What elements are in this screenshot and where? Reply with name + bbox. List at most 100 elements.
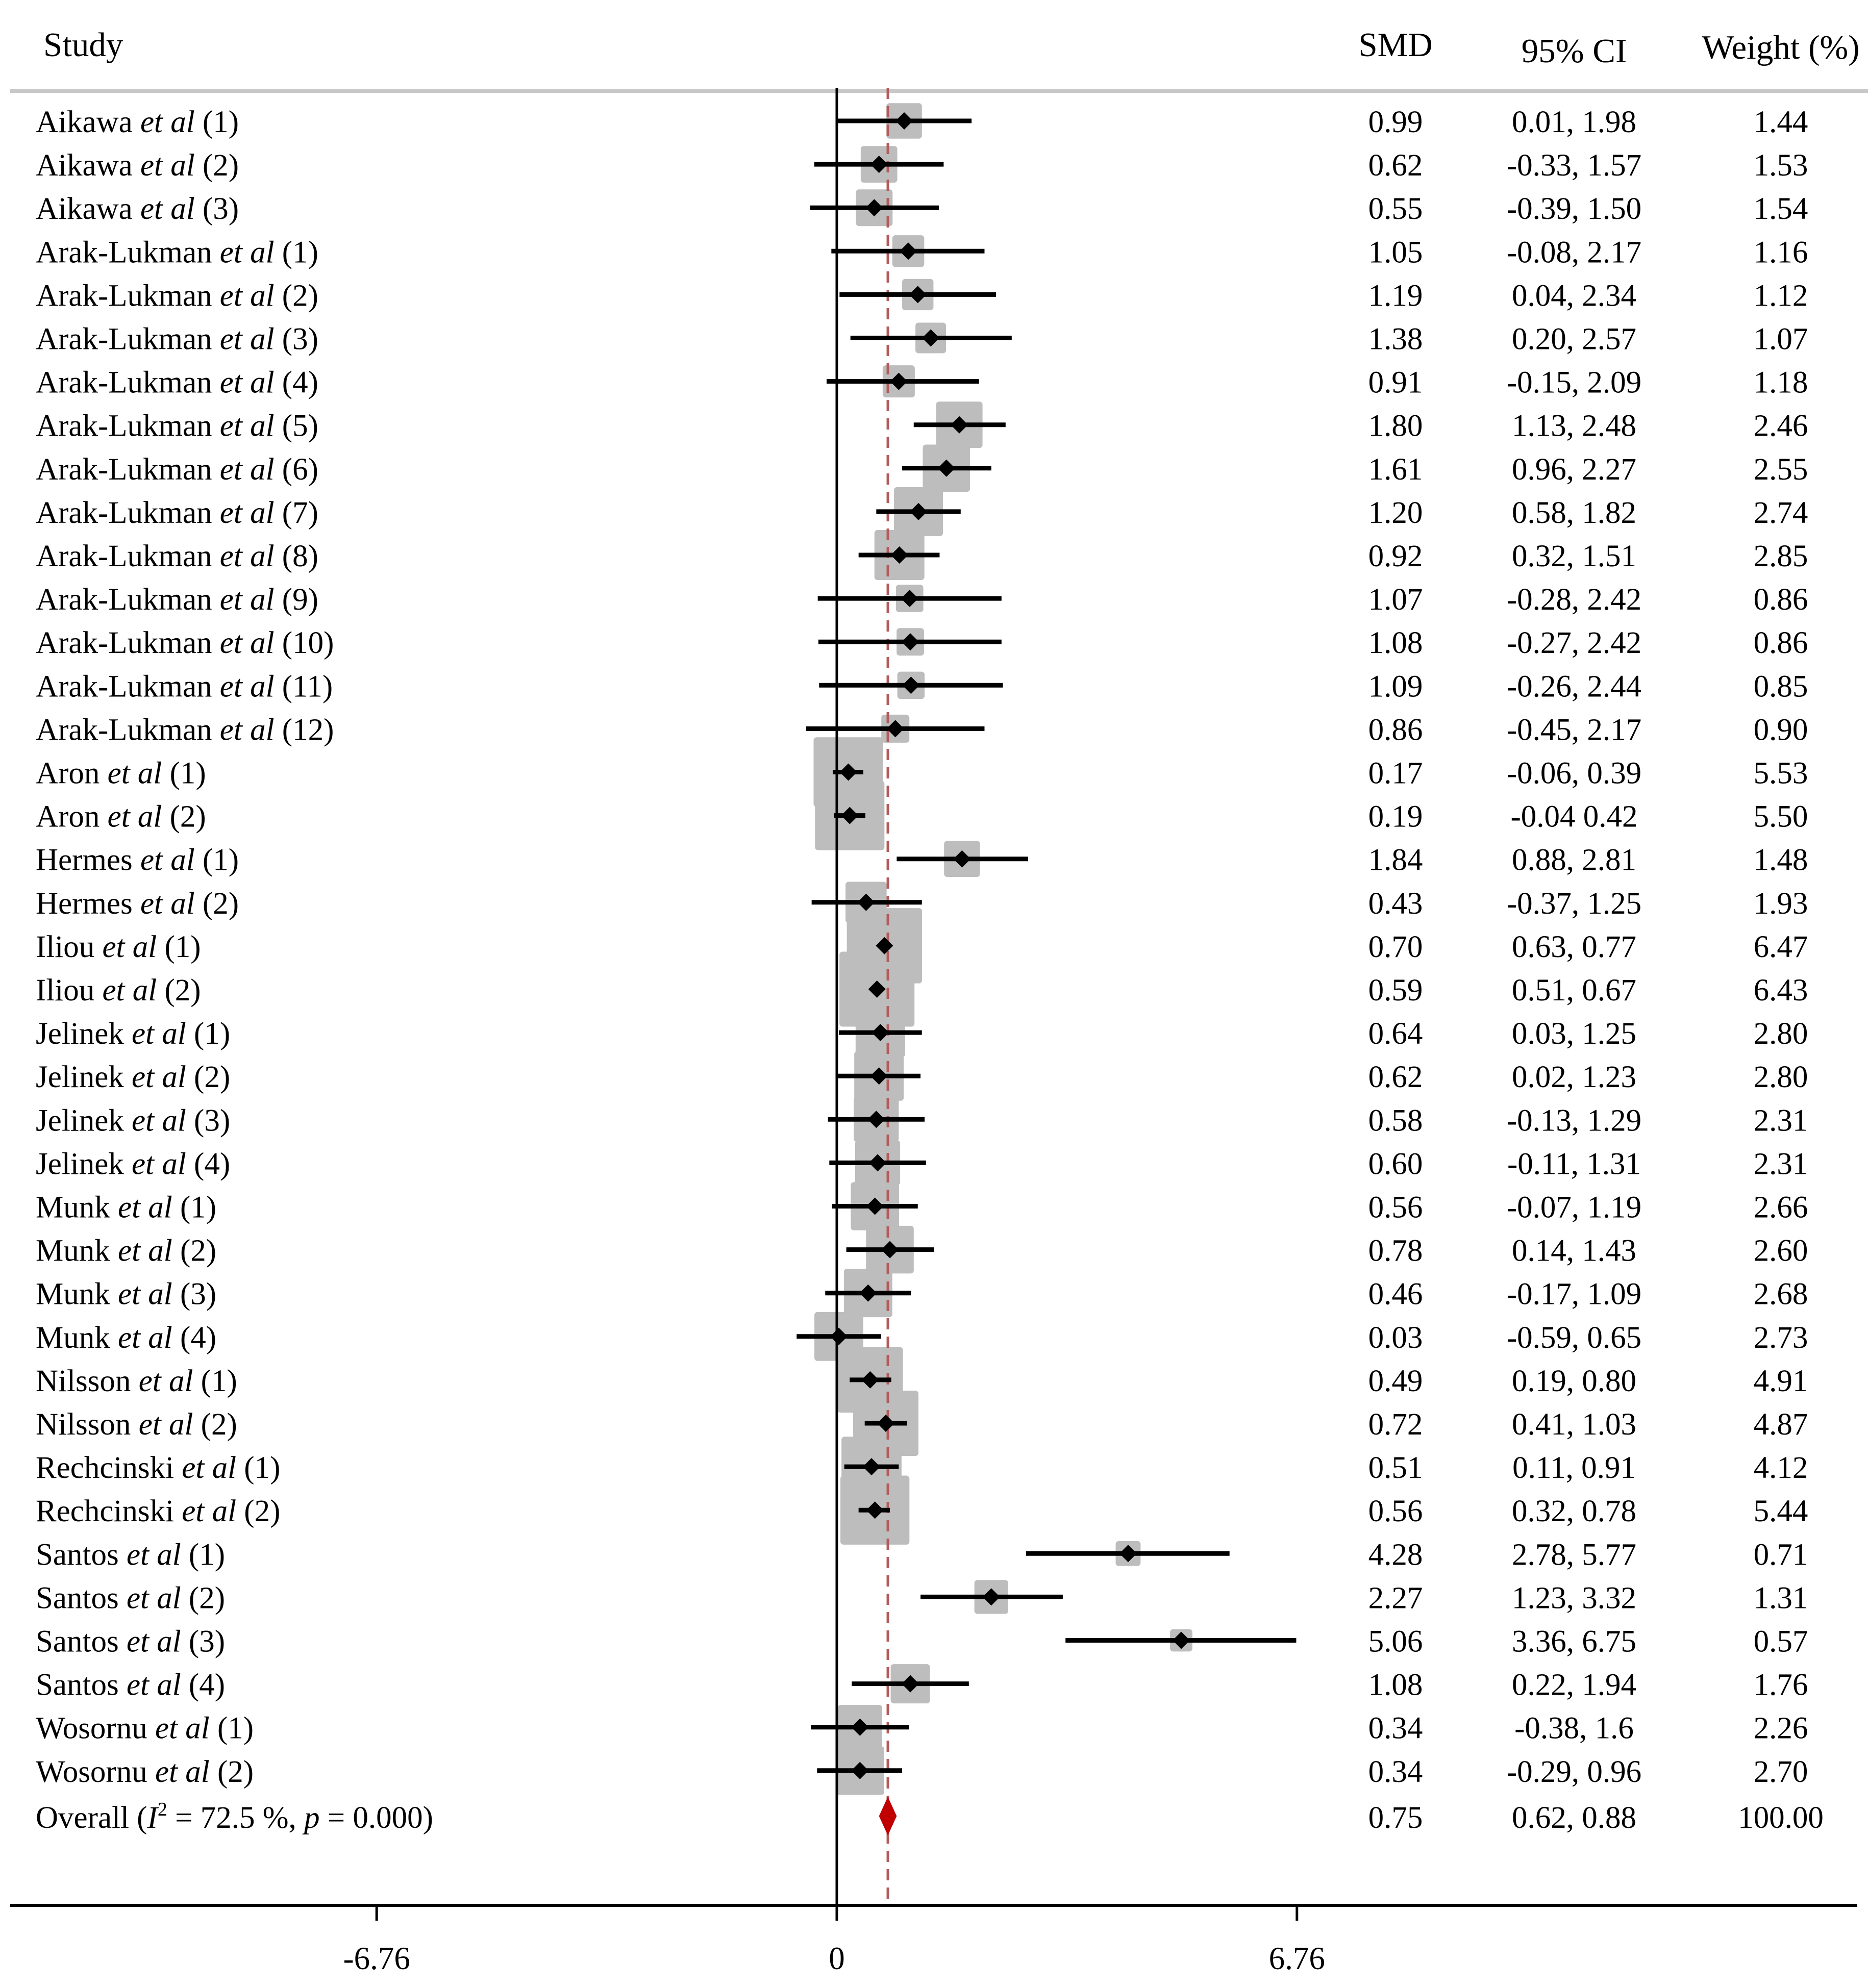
study-weight: 4.87: [1754, 1407, 1808, 1442]
study-smd: 1.61: [1368, 452, 1423, 487]
study-label: Jelinek et al (4): [36, 1147, 230, 1181]
study-weight: 1.07: [1754, 322, 1808, 357]
study-smd: 0.70: [1368, 930, 1423, 964]
study-label: Aikawa et al (2): [36, 148, 239, 183]
study-weight: 2.31: [1754, 1103, 1808, 1138]
study-index: (5): [275, 409, 318, 443]
study-index: (4): [172, 1321, 216, 1355]
study-author: Arak-Lukman: [36, 409, 220, 443]
study-author: Arak-Lukman: [36, 322, 220, 357]
study-weight: 6.47: [1754, 930, 1808, 964]
study-weight: 6.43: [1754, 973, 1808, 1008]
study-ci: 0.14, 1.43: [1512, 1234, 1636, 1268]
study-weight: 2.46: [1754, 409, 1808, 443]
study-smd: 0.51: [1368, 1451, 1423, 1485]
study-etal: et al: [102, 973, 157, 1008]
study-etal: et al: [220, 409, 275, 443]
study-ci: -0.27, 2.42: [1507, 626, 1641, 660]
study-index: (8): [275, 539, 318, 573]
study-label: Santos et al (1): [36, 1538, 225, 1572]
study-index: (1): [172, 1191, 216, 1225]
study-weight: 0.71: [1754, 1538, 1808, 1572]
study-ci: -0.26, 2.44: [1507, 669, 1641, 703]
study-etal: et al: [220, 235, 275, 269]
study-weight: 0.85: [1754, 669, 1808, 703]
study-etal: et al: [140, 887, 195, 921]
study-ci: -0.28, 2.42: [1507, 583, 1641, 617]
study-smd: 0.17: [1368, 757, 1423, 791]
study-ci: 0.51, 0.67: [1512, 973, 1636, 1008]
study-index: (2): [236, 1494, 280, 1528]
study-etal: et al: [140, 192, 195, 226]
study-etal: et al: [182, 1451, 236, 1485]
study-weight: 0.86: [1754, 583, 1808, 617]
study-ci: 0.96, 2.27: [1512, 452, 1636, 487]
study-weight: 0.90: [1754, 713, 1808, 747]
study-smd: 0.34: [1368, 1712, 1423, 1746]
study-author: Munk: [36, 1191, 118, 1225]
overall-p-value: = 0.000): [320, 1801, 433, 1835]
study-index: (1): [195, 105, 239, 139]
study-author: Arak-Lukman: [36, 366, 220, 400]
study-smd: 0.19: [1368, 800, 1423, 834]
study-author: Iliou: [36, 973, 102, 1008]
study-weight: 1.12: [1754, 279, 1808, 313]
study-weight: 1.53: [1754, 148, 1808, 183]
study-ci: -0.06, 0.39: [1507, 757, 1641, 791]
study-ci: -0.17, 1.09: [1507, 1277, 1641, 1312]
study-ci: 3.36, 6.75: [1512, 1625, 1636, 1659]
study-etal: et al: [118, 1191, 172, 1225]
study-ci: 0.02, 1.23: [1512, 1060, 1636, 1094]
plot-marks: [796, 88, 1296, 1905]
study-ci: -0.13, 1.29: [1507, 1103, 1641, 1138]
study-index: (1): [186, 1017, 230, 1051]
overall-label-prefix: Overall (: [36, 1801, 147, 1835]
study-etal: et al: [127, 1625, 181, 1659]
study-label: Hermes et al (2): [36, 887, 239, 921]
study-label: Rechcinski et al (1): [36, 1451, 280, 1485]
study-smd: 0.43: [1368, 887, 1423, 921]
study-weight: 2.70: [1754, 1755, 1808, 1789]
study-label: Arak-Lukman et al (8): [36, 539, 318, 573]
study-author: Munk: [36, 1277, 118, 1312]
study-index: (1): [157, 930, 201, 964]
study-smd: 0.56: [1368, 1494, 1423, 1528]
study-author: Arak-Lukman: [36, 452, 220, 487]
study-index: (4): [186, 1147, 230, 1181]
study-smd: 1.08: [1368, 1668, 1423, 1702]
study-author: Arak-Lukman: [36, 235, 220, 269]
study-ci: 0.03, 1.25: [1512, 1017, 1636, 1051]
study-index: (6): [275, 452, 318, 487]
study-label: Munk et al (1): [36, 1191, 216, 1225]
overall-i2-sup: 2: [158, 1799, 167, 1820]
study-smd: 0.60: [1368, 1147, 1423, 1181]
study-index: (2): [195, 887, 239, 921]
study-smd: 0.78: [1368, 1234, 1423, 1268]
study-smd: 0.64: [1368, 1017, 1423, 1051]
study-index: (2): [193, 1407, 237, 1442]
study-author: Munk: [36, 1321, 118, 1355]
study-etal: et al: [139, 1407, 193, 1442]
study-etal: et al: [140, 105, 195, 139]
study-etal: et al: [118, 1321, 172, 1355]
study-author: Arak-Lukman: [36, 669, 220, 703]
overall-label: Overall (I2 = 72.5 %, p = 0.000): [36, 1799, 433, 1835]
study-smd: 0.46: [1368, 1277, 1423, 1312]
x-tick-label: 0: [829, 1941, 845, 1976]
study-author: Aikawa: [36, 105, 140, 139]
study-smd: 0.92: [1368, 539, 1423, 573]
study-ci: -0.38, 1.6: [1514, 1712, 1634, 1746]
study-ci: 0.04, 2.34: [1512, 279, 1636, 313]
x-tick-label: -6.76: [343, 1941, 410, 1976]
study-etal: et al: [132, 1147, 186, 1181]
study-index: (12): [275, 713, 334, 747]
study-label: Jelinek et al (2): [36, 1060, 230, 1094]
study-author: Aron: [36, 757, 108, 791]
study-index: (2): [195, 148, 239, 183]
study-index: (2): [172, 1234, 216, 1268]
study-smd: 0.62: [1368, 1060, 1423, 1094]
study-author: Santos: [36, 1668, 127, 1702]
study-weight: 1.93: [1754, 887, 1808, 921]
study-ci: -0.39, 1.50: [1507, 192, 1641, 226]
